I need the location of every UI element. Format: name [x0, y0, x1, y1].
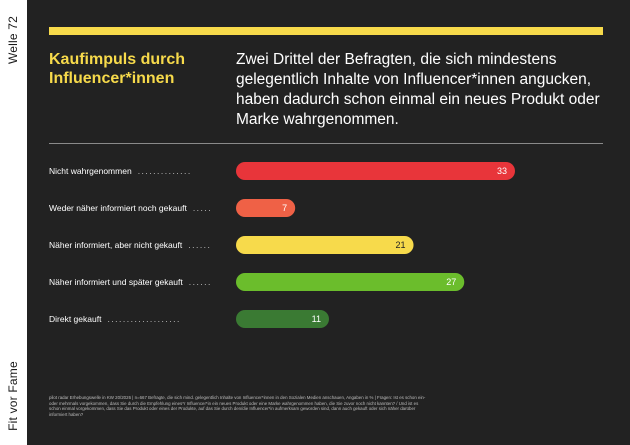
value-label: 11 [312, 314, 321, 324]
category-label: Näher informiert, aber nicht gekauft [49, 240, 183, 250]
value-label: 7 [282, 203, 287, 213]
accent-bar [49, 27, 603, 35]
leader-dots: ................... [107, 314, 180, 324]
bar [236, 273, 465, 291]
leader-dots: ..... [193, 203, 212, 213]
category-label: Nicht wahrgenommen [49, 166, 132, 176]
wave-label: Welle 72 [6, 15, 20, 65]
category-label: Weder näher informiert noch gekauft [49, 203, 187, 213]
chart-panel: Kaufimpuls durch Influencer*innen Zwei D… [27, 0, 630, 445]
bar [236, 162, 515, 180]
bar [236, 310, 329, 328]
footnote: pilot radar Erhebungswelle in KW 20/2026… [49, 395, 426, 417]
category-label: Direkt gekauft [49, 314, 102, 324]
sidebar: Welle 72 Fit vor Fame [0, 0, 27, 445]
page-subtitle: Zwei Drittel der Befragten, die sich min… [236, 51, 600, 128]
leader-dots: ...... [189, 277, 212, 287]
category-label: Näher informiert und später gekauft [49, 277, 183, 287]
leader-dots: ...... [188, 240, 211, 250]
bar [236, 199, 296, 217]
value-label: 33 [497, 166, 507, 176]
bar [236, 236, 414, 254]
leader-dots: .............. [138, 166, 192, 176]
value-label: 21 [396, 240, 406, 250]
value-label: 27 [446, 277, 456, 287]
divider [49, 143, 603, 144]
brand-label: Fit vor Fame [6, 361, 20, 431]
bar-chart: Nicht wahrgenommen.............. 33 Weder … [49, 162, 515, 328]
page-title: Kaufimpuls durch Influencer*innen [49, 51, 186, 87]
